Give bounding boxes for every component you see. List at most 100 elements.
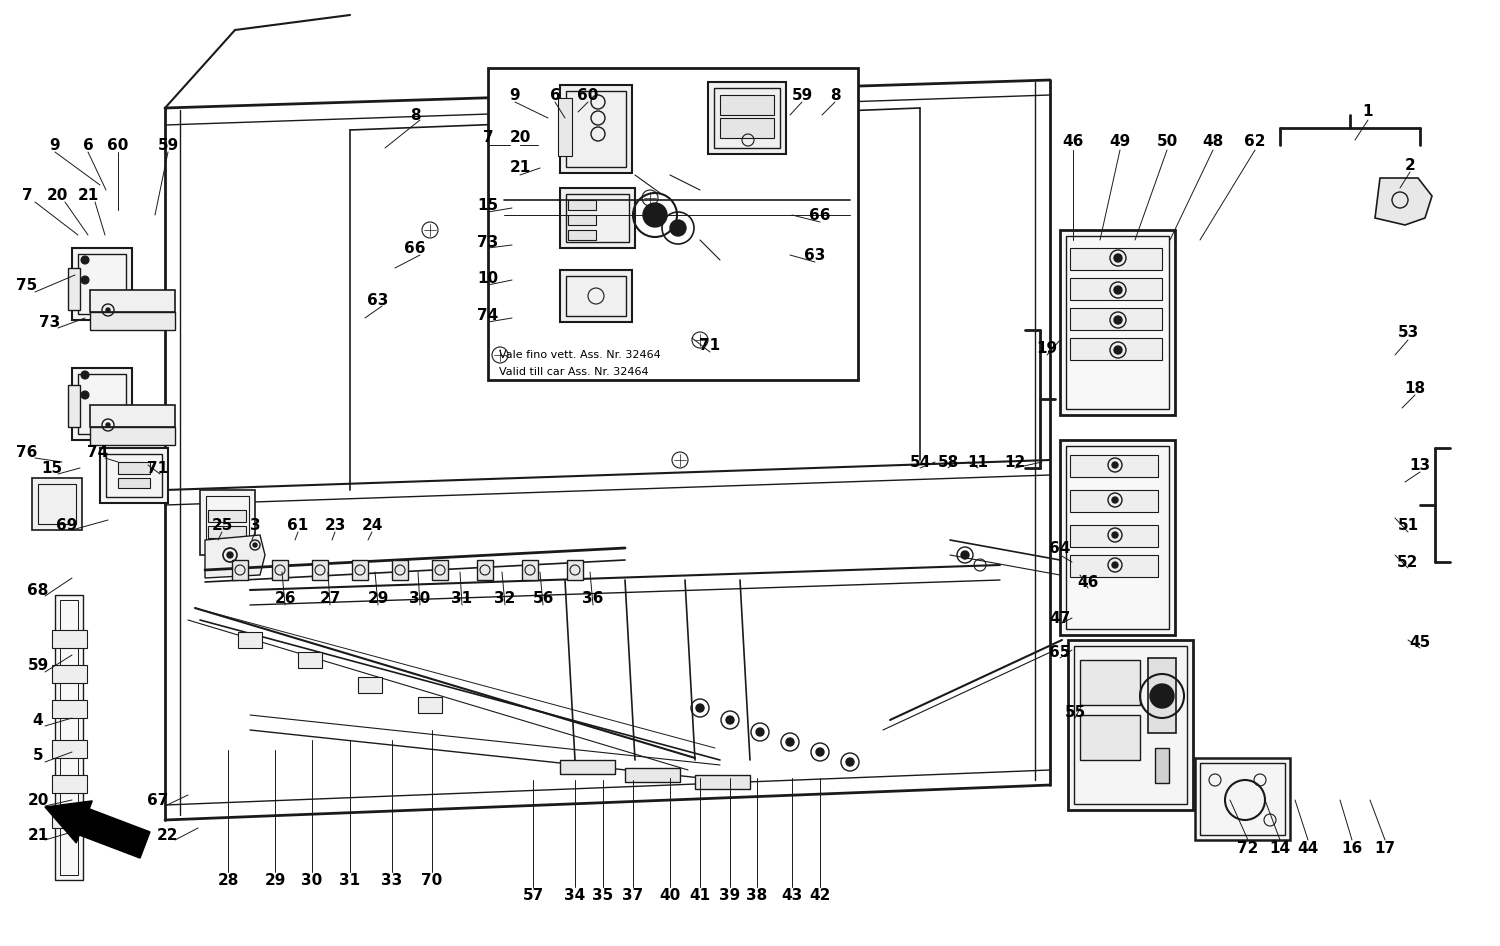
Bar [566,276,626,316]
Bar [558,98,572,156]
Text: 70: 70 [422,872,442,887]
Bar [560,85,632,173]
Text: 21: 21 [78,187,99,202]
Text: 32: 32 [495,590,516,605]
Text: 30: 30 [410,590,430,605]
Bar [232,560,248,580]
Bar [1060,230,1174,415]
Circle shape [816,748,824,756]
Text: 61: 61 [288,517,309,533]
Bar [90,405,176,427]
Text: 40: 40 [660,887,681,902]
Text: 44: 44 [1298,840,1318,855]
Bar [206,496,249,549]
Bar [1070,455,1158,477]
Circle shape [1114,346,1122,354]
Bar [209,510,246,522]
Bar [560,270,632,322]
Polygon shape [206,535,266,578]
Text: 4: 4 [33,712,44,727]
Text: 56: 56 [532,590,554,605]
Bar [1070,525,1158,547]
Bar [78,374,126,434]
Text: 75: 75 [16,277,38,292]
Bar [53,775,87,793]
Text: 72: 72 [1238,840,1258,855]
Bar [714,88,780,148]
Text: 7: 7 [483,131,494,146]
Text: 9: 9 [510,87,520,102]
Text: 33: 33 [381,872,402,887]
Bar [1080,660,1140,705]
Text: 60: 60 [578,87,598,102]
Text: 65: 65 [1050,644,1071,659]
Text: 15: 15 [42,461,63,476]
Text: 28: 28 [217,872,238,887]
Bar [1070,338,1162,360]
Text: 66: 66 [810,207,831,222]
Bar [477,560,494,580]
Text: 59: 59 [158,137,178,152]
Bar [488,68,858,380]
Bar [118,478,150,488]
Bar [352,560,368,580]
Text: 16: 16 [1341,840,1362,855]
Bar [626,768,680,782]
Text: 53: 53 [1398,324,1419,340]
Bar [1070,490,1158,512]
Text: 52: 52 [1398,554,1419,569]
Bar [1070,248,1162,270]
Text: 24: 24 [362,517,382,533]
Bar [100,448,168,503]
Text: 19: 19 [1036,341,1058,356]
Circle shape [1112,532,1118,538]
Bar [60,600,78,875]
Text: 66: 66 [405,240,426,255]
Text: 11: 11 [968,454,988,469]
Bar [1066,236,1168,409]
Bar [209,526,246,538]
Bar [567,560,584,580]
Text: 20: 20 [27,793,48,808]
Bar [53,810,87,828]
Bar [1155,748,1168,783]
Text: 22: 22 [158,828,178,843]
Bar [72,368,132,440]
Text: 64: 64 [1050,540,1071,555]
Text: 62: 62 [1245,134,1266,149]
Bar [566,91,626,167]
Text: 25: 25 [211,517,232,533]
Circle shape [1114,286,1122,294]
Text: Vale fino vett. Ass. Nr. 32464: Vale fino vett. Ass. Nr. 32464 [500,350,660,360]
Bar [1196,758,1290,840]
Bar [68,385,80,427]
Bar [1066,446,1168,629]
Bar [1070,278,1162,300]
Text: 21: 21 [510,161,531,176]
Bar [72,248,132,320]
Text: 41: 41 [690,887,711,902]
Circle shape [786,738,794,746]
Text: 27: 27 [320,590,340,605]
Circle shape [726,716,734,724]
Text: 2: 2 [1404,157,1416,172]
Text: 18: 18 [1404,380,1425,395]
Bar [720,95,774,115]
Bar [560,760,615,774]
Bar [90,312,176,330]
Bar [53,740,87,758]
Text: 31: 31 [452,590,472,605]
Bar [298,652,322,668]
Text: 10: 10 [477,271,498,286]
Text: 68: 68 [27,583,48,598]
Circle shape [1112,462,1118,468]
Bar [238,632,262,648]
Bar [53,630,87,648]
Text: 42: 42 [810,887,831,902]
Circle shape [1112,562,1118,568]
Bar [1200,763,1286,835]
Text: 3: 3 [249,517,261,533]
Bar [694,775,750,789]
Text: 8: 8 [830,87,840,102]
Text: 74: 74 [87,445,108,460]
